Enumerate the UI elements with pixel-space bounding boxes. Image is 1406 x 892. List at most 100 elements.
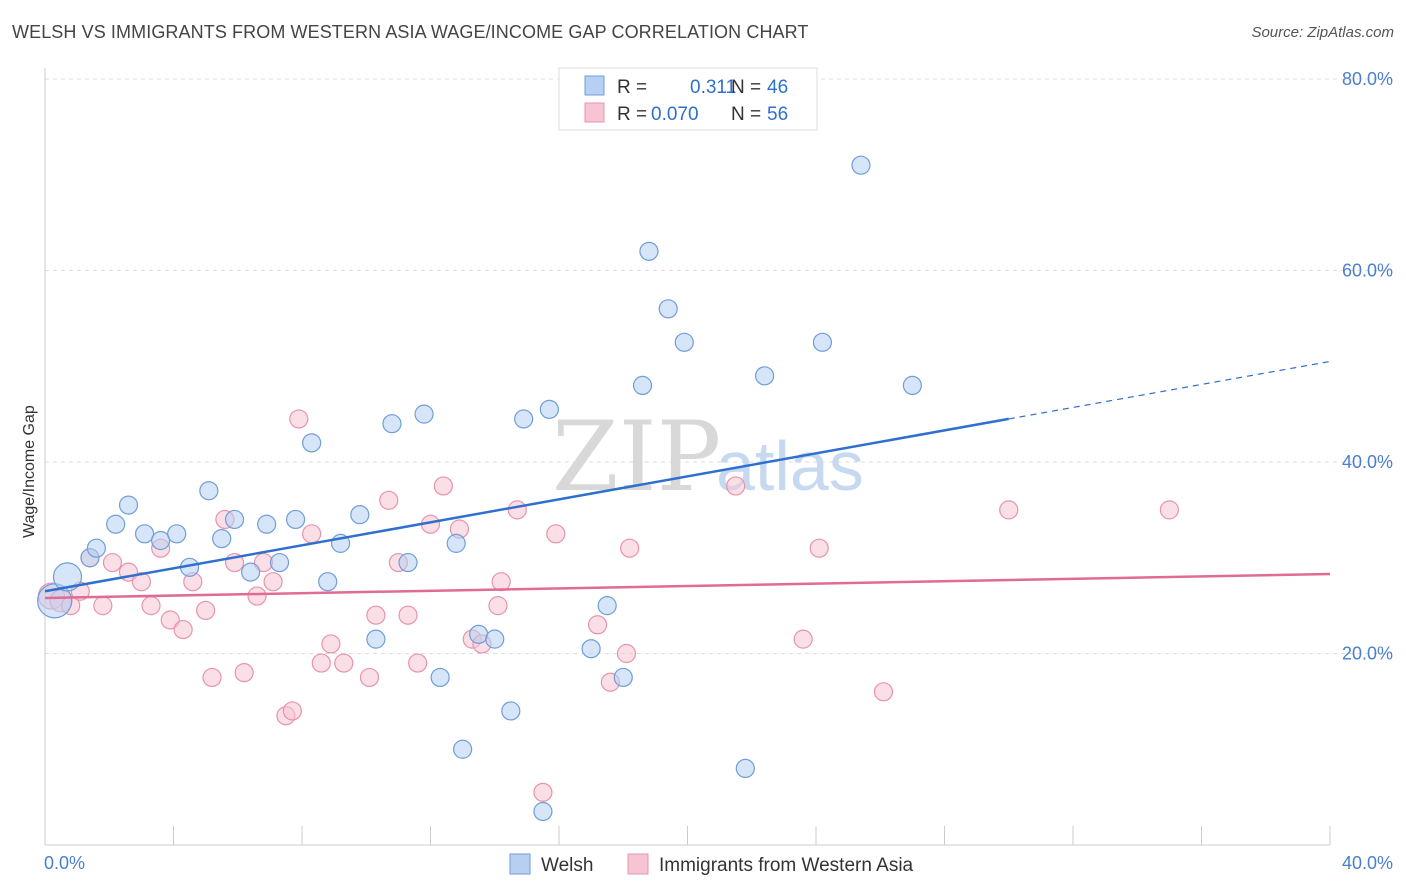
welsh-point <box>151 530 171 551</box>
immigrants-series-label: Immigrants from Western Asia <box>659 855 914 876</box>
immigrants-n-value: 56 <box>767 104 788 125</box>
welsh-point <box>167 524 187 544</box>
immigrants-point <box>141 596 161 616</box>
x-tick-label: 0.0% <box>44 853 85 873</box>
welsh-point <box>485 629 505 649</box>
immigrants-point <box>507 500 527 520</box>
welsh-points <box>37 155 922 822</box>
y-tick-labels: 20.0% 40.0% 60.0% 80.0% <box>1342 69 1393 664</box>
welsh-legend-swatch <box>584 75 605 96</box>
welsh-point <box>257 514 277 534</box>
welsh-point <box>269 552 290 573</box>
welsh-point <box>597 596 617 616</box>
immigrants-point <box>533 782 553 802</box>
immigrants-legend-swatch <box>584 102 605 123</box>
welsh-r-label: R = <box>617 77 647 98</box>
watermark: ZIP atlas <box>552 401 864 513</box>
axes <box>44 68 1331 846</box>
series-legend: Welsh Immigrants from Western Asia <box>509 853 914 876</box>
welsh-point <box>446 533 466 553</box>
welsh-point <box>735 758 755 779</box>
immigrants-point <box>793 629 813 649</box>
y-tick-label: 20.0% <box>1342 644 1393 664</box>
immigrants-n-label: N = <box>731 104 761 125</box>
immigrants-series-swatch <box>627 853 649 875</box>
immigrants-point <box>289 409 309 429</box>
welsh-point <box>285 509 306 530</box>
immigrants-point <box>302 524 322 544</box>
welsh-trend-extension <box>1008 360 1331 420</box>
welsh-point <box>318 572 338 592</box>
welsh-point <box>754 366 775 386</box>
immigrants-trend-line <box>44 572 1331 600</box>
welsh-point <box>453 739 473 759</box>
immigrants-point <box>408 653 428 673</box>
welsh-point <box>581 639 601 659</box>
welsh-point <box>632 375 653 395</box>
welsh-point <box>430 667 450 688</box>
welsh-point <box>658 299 678 319</box>
welsh-point <box>902 375 922 395</box>
stats-legend: R = 0.311 N = 46 R = 0.070 N = 56 <box>558 67 818 131</box>
immigrants-point <box>202 667 222 688</box>
source-label: Source: ZipAtlas.com <box>1251 24 1394 41</box>
welsh-point <box>812 332 833 352</box>
immigrants-point <box>587 615 608 635</box>
immigrants-point <box>809 538 829 558</box>
immigrants-point <box>488 596 508 616</box>
trend-lines <box>44 360 1331 600</box>
immigrants-point <box>282 701 302 721</box>
welsh-point <box>851 155 871 175</box>
welsh-point <box>224 509 245 530</box>
immigrants-point <box>379 490 399 510</box>
immigrants-r-label: R = <box>617 104 647 125</box>
immigrants-point <box>616 643 637 664</box>
welsh-n-label: N = <box>731 77 761 98</box>
welsh-point <box>469 624 489 644</box>
welsh-point <box>366 629 386 649</box>
welsh-series-swatch <box>509 853 531 875</box>
welsh-point <box>414 404 434 424</box>
welsh-point <box>613 667 633 688</box>
y-axis-label: Wage/Income Gap <box>21 405 38 538</box>
immigrants-point <box>234 663 254 683</box>
immigrants-point <box>321 634 341 654</box>
welsh-point <box>674 332 694 352</box>
immigrants-point <box>334 653 354 673</box>
welsh-point <box>118 495 139 515</box>
welsh-point <box>52 562 83 592</box>
immigrants-point <box>491 572 511 592</box>
welsh-point <box>199 481 219 501</box>
immigrants-point <box>398 605 418 625</box>
x-tick-labels: 0.0% 40.0% <box>44 853 1393 873</box>
welsh-n-value: 46 <box>767 77 788 98</box>
immigrants-point <box>102 552 123 573</box>
welsh-point <box>86 538 107 558</box>
immigrants-point <box>196 600 216 621</box>
immigrants-point <box>366 605 386 625</box>
immigrants-r-value: 0.070 <box>651 104 699 125</box>
welsh-point <box>501 701 521 721</box>
immigrants-point <box>263 572 283 592</box>
welsh-series-label: Welsh <box>541 855 593 876</box>
immigrants-point <box>311 653 331 673</box>
welsh-point <box>514 409 534 429</box>
x-tick-label: 40.0% <box>1342 853 1393 873</box>
immigrants-point <box>873 682 894 702</box>
immigrants-point <box>726 476 746 496</box>
welsh-point <box>539 399 559 419</box>
welsh-point <box>106 514 126 534</box>
y-tick-label: 40.0% <box>1342 452 1393 472</box>
immigrants-point <box>160 610 180 630</box>
welsh-trend-line <box>44 417 1009 593</box>
welsh-point <box>37 583 73 619</box>
immigrants-point <box>1159 500 1179 520</box>
y-tick-label: 60.0% <box>1342 261 1393 281</box>
welsh-point <box>639 241 659 261</box>
immigrants-point <box>131 572 151 592</box>
welsh-point <box>382 414 402 434</box>
immigrants-point <box>433 476 453 496</box>
welsh-point <box>302 433 322 453</box>
immigrants-point <box>93 596 113 616</box>
